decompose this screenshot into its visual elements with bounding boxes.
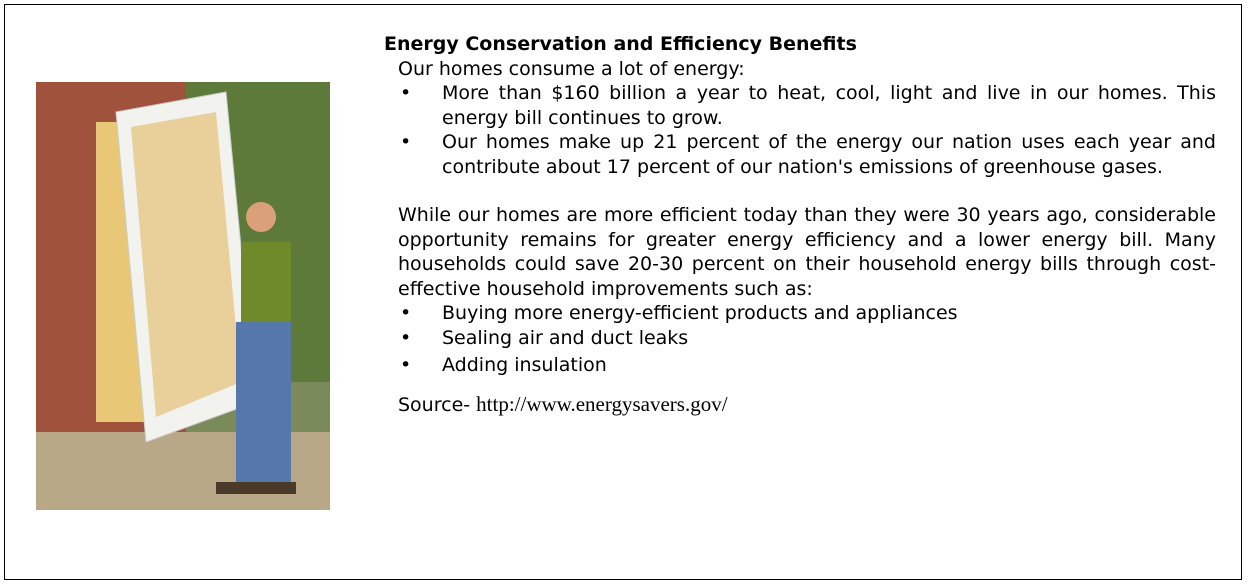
bullet: Our homes make up 21 percent of the ener… [384,130,1216,179]
source-url: http://www.energysavers.gov/ [476,392,727,416]
source: Source- http://www.energysavers.gov/ [398,392,1216,418]
text-block: Energy Conservation and Efficiency Benef… [384,32,1216,417]
bullet-list: More than $160 billion a year to heat, c… [384,81,1216,179]
bullet: Buying more energy-efficient products an… [384,301,1216,326]
paragraph: While our homes are more efficient today… [398,203,1216,301]
bullet: Sealing air and duct leaks [384,326,1216,351]
bullet: More than $160 billion a year to heat, c… [384,81,1216,130]
source-label: Source- [398,394,470,416]
bullet-list: Buying more energy-efficient products an… [384,301,1216,378]
title: Energy Conservation and Efficiency Benef… [384,32,1216,57]
bullet: Adding insulation [384,353,1216,378]
photo [36,82,330,510]
page: Energy Conservation and Efficiency Benef… [0,0,1248,586]
intro: Our homes consume a lot of energy: [398,57,1216,82]
